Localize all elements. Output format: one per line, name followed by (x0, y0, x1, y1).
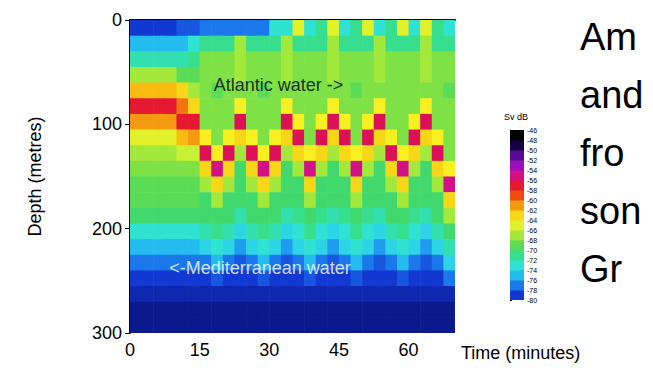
svg-text:-54: -54 (527, 167, 537, 174)
svg-text:Am: Am (580, 16, 637, 58)
svg-text:-76: -76 (527, 277, 537, 284)
svg-text:-66: -66 (527, 227, 537, 234)
svg-text:and: and (580, 74, 643, 116)
svg-text:0: 0 (125, 340, 135, 360)
svg-text:-62: -62 (527, 207, 537, 214)
svg-text:Time (minutes): Time (minutes) (461, 343, 580, 363)
svg-text:-64: -64 (527, 217, 537, 224)
svg-text:60: 60 (399, 340, 419, 360)
svg-text:-72: -72 (527, 257, 537, 264)
svg-text:son: son (580, 190, 641, 232)
svg-text:-56: -56 (527, 177, 537, 184)
svg-text:-70: -70 (527, 247, 537, 254)
svg-text:45: 45 (329, 340, 349, 360)
svg-text:Atlantic water ->: Atlantic water -> (214, 75, 344, 95)
svg-text:-50: -50 (527, 147, 537, 154)
svg-text:-48: -48 (527, 137, 537, 144)
svg-text:Depth (metres): Depth (metres) (25, 116, 45, 236)
svg-text:<-Mediterranean water: <-Mediterranean water (169, 258, 351, 278)
svg-text:-68: -68 (527, 237, 537, 244)
svg-text:300: 300 (92, 323, 122, 343)
svg-text:-74: -74 (527, 267, 537, 274)
svg-text:fro: fro (580, 132, 624, 174)
svg-text:Sv dB: Sv dB (504, 112, 528, 122)
svg-text:-46: -46 (527, 127, 537, 134)
svg-text:-78: -78 (527, 287, 537, 294)
svg-text:0: 0 (112, 10, 122, 30)
svg-text:-52: -52 (527, 157, 537, 164)
svg-text:15: 15 (190, 340, 210, 360)
svg-text:Gr: Gr (580, 248, 623, 290)
svg-text:200: 200 (92, 219, 122, 239)
svg-text:30: 30 (259, 340, 279, 360)
svg-text:100: 100 (92, 114, 122, 134)
svg-text:-60: -60 (527, 197, 537, 204)
svg-text:-80: -80 (527, 297, 537, 304)
svg-text:-58: -58 (527, 187, 537, 194)
